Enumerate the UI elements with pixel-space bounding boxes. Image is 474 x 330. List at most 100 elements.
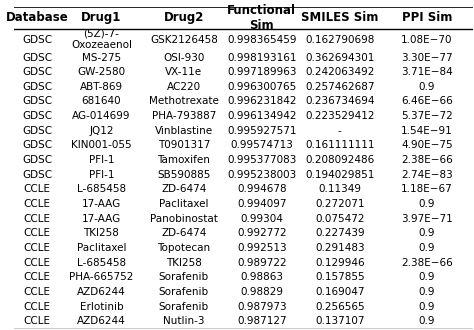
Text: 0.998365459: 0.998365459 bbox=[227, 35, 297, 45]
Text: 17-AAG: 17-AAG bbox=[82, 199, 121, 209]
Text: 0.223529412: 0.223529412 bbox=[305, 111, 374, 121]
Text: 0.996231842: 0.996231842 bbox=[227, 96, 297, 107]
Text: AG-014699: AG-014699 bbox=[72, 111, 131, 121]
Text: 0.9: 0.9 bbox=[419, 316, 435, 326]
Text: 0.9: 0.9 bbox=[419, 199, 435, 209]
Text: CCLE: CCLE bbox=[24, 302, 51, 312]
Text: (5Z)-7-
Oxozeaenol: (5Z)-7- Oxozeaenol bbox=[71, 29, 132, 50]
Text: JQ12: JQ12 bbox=[89, 126, 114, 136]
Text: 5.37E−72: 5.37E−72 bbox=[401, 111, 453, 121]
Text: 0.362694301: 0.362694301 bbox=[305, 52, 374, 62]
Text: CCLE: CCLE bbox=[24, 287, 51, 297]
Text: MS-275: MS-275 bbox=[82, 52, 121, 62]
Text: OSI-930: OSI-930 bbox=[163, 52, 205, 62]
Text: SB590885: SB590885 bbox=[157, 170, 210, 180]
Text: 0.169047: 0.169047 bbox=[315, 287, 365, 297]
Text: 0.11349: 0.11349 bbox=[318, 184, 361, 194]
Text: 0.137107: 0.137107 bbox=[315, 316, 365, 326]
Text: 0.9: 0.9 bbox=[419, 243, 435, 253]
Text: 0.291483: 0.291483 bbox=[315, 243, 365, 253]
Text: Nutlin-3: Nutlin-3 bbox=[163, 316, 205, 326]
Text: ZD-6474: ZD-6474 bbox=[161, 184, 207, 194]
Text: CCLE: CCLE bbox=[24, 184, 51, 194]
Text: 0.992772: 0.992772 bbox=[237, 228, 287, 238]
Text: GDSC: GDSC bbox=[22, 52, 52, 62]
Text: 0.98863: 0.98863 bbox=[240, 272, 283, 282]
Text: SMILES Sim: SMILES Sim bbox=[301, 11, 378, 24]
Text: 0.256565: 0.256565 bbox=[315, 302, 365, 312]
Text: 0.989722: 0.989722 bbox=[237, 258, 287, 268]
Text: GDSC: GDSC bbox=[22, 141, 52, 150]
Text: CCLE: CCLE bbox=[24, 272, 51, 282]
Text: Sorafenib: Sorafenib bbox=[159, 302, 209, 312]
Text: 0.995377083: 0.995377083 bbox=[227, 155, 297, 165]
Text: PFI-1: PFI-1 bbox=[89, 170, 114, 180]
Text: KIN001-055: KIN001-055 bbox=[71, 141, 132, 150]
Text: GDSC: GDSC bbox=[22, 155, 52, 165]
Text: GDSC: GDSC bbox=[22, 96, 52, 107]
Text: Functional
Sim: Functional Sim bbox=[228, 4, 296, 32]
Text: 3.71E−84: 3.71E−84 bbox=[401, 67, 453, 77]
Text: GDSC: GDSC bbox=[22, 126, 52, 136]
Text: Panobinostat: Panobinostat bbox=[150, 214, 218, 224]
Text: Erlotinib: Erlotinib bbox=[80, 302, 123, 312]
Text: ZD-6474: ZD-6474 bbox=[161, 228, 207, 238]
Text: GDSC: GDSC bbox=[22, 82, 52, 92]
Text: L-685458: L-685458 bbox=[77, 258, 126, 268]
Text: 0.242063492: 0.242063492 bbox=[305, 67, 374, 77]
Text: Sorafenib: Sorafenib bbox=[159, 272, 209, 282]
Text: 2.38E−66: 2.38E−66 bbox=[401, 258, 453, 268]
Text: 0.995927571: 0.995927571 bbox=[227, 126, 297, 136]
Text: 3.97E−71: 3.97E−71 bbox=[401, 214, 453, 224]
Text: 0.997189963: 0.997189963 bbox=[227, 67, 297, 77]
Text: 0.99304: 0.99304 bbox=[240, 214, 283, 224]
Text: T0901317: T0901317 bbox=[158, 141, 210, 150]
Text: 0.9: 0.9 bbox=[419, 82, 435, 92]
Text: AZD6244: AZD6244 bbox=[77, 287, 126, 297]
Text: 0.996300765: 0.996300765 bbox=[227, 82, 296, 92]
Text: 681640: 681640 bbox=[82, 96, 121, 107]
Text: CCLE: CCLE bbox=[24, 199, 51, 209]
Text: CCLE: CCLE bbox=[24, 316, 51, 326]
Text: 0.272071: 0.272071 bbox=[315, 199, 365, 209]
Text: L-685458: L-685458 bbox=[77, 184, 126, 194]
Text: GDSC: GDSC bbox=[22, 170, 52, 180]
Text: 0.987973: 0.987973 bbox=[237, 302, 287, 312]
Text: PFI-1: PFI-1 bbox=[89, 155, 114, 165]
Text: 0.129946: 0.129946 bbox=[315, 258, 365, 268]
Text: 0.257462687: 0.257462687 bbox=[305, 82, 374, 92]
Text: 2.74E−83: 2.74E−83 bbox=[401, 170, 453, 180]
Text: 2.38E−66: 2.38E−66 bbox=[401, 155, 453, 165]
Text: CCLE: CCLE bbox=[24, 214, 51, 224]
Text: 0.236734694: 0.236734694 bbox=[305, 96, 374, 107]
Text: CCLE: CCLE bbox=[24, 228, 51, 238]
Text: 1.18E−67: 1.18E−67 bbox=[401, 184, 453, 194]
Text: Vinblastine: Vinblastine bbox=[155, 126, 213, 136]
Text: 0.995238003: 0.995238003 bbox=[227, 170, 296, 180]
Text: 0.994678: 0.994678 bbox=[237, 184, 287, 194]
Text: 0.9: 0.9 bbox=[419, 302, 435, 312]
Text: 0.208092486: 0.208092486 bbox=[305, 155, 374, 165]
Text: GDSC: GDSC bbox=[22, 111, 52, 121]
Text: 0.157855: 0.157855 bbox=[315, 272, 365, 282]
Text: CCLE: CCLE bbox=[24, 243, 51, 253]
Text: 0.161111111: 0.161111111 bbox=[305, 141, 374, 150]
Text: 1.54E−91: 1.54E−91 bbox=[401, 126, 453, 136]
Text: 0.998193161: 0.998193161 bbox=[227, 52, 297, 62]
Text: Topotecan: Topotecan bbox=[157, 243, 210, 253]
Text: AZD6244: AZD6244 bbox=[77, 316, 126, 326]
Text: PHA-665752: PHA-665752 bbox=[69, 272, 134, 282]
Text: TKI258: TKI258 bbox=[166, 258, 202, 268]
Text: 0.99574713: 0.99574713 bbox=[230, 141, 293, 150]
Text: 0.987127: 0.987127 bbox=[237, 316, 287, 326]
Text: Drug2: Drug2 bbox=[164, 11, 204, 24]
Text: ABT-869: ABT-869 bbox=[80, 82, 123, 92]
Text: Drug1: Drug1 bbox=[81, 11, 122, 24]
Text: GSK2126458: GSK2126458 bbox=[150, 35, 218, 45]
Text: CCLE: CCLE bbox=[24, 258, 51, 268]
Text: Paclitaxel: Paclitaxel bbox=[159, 199, 209, 209]
Text: PPI Sim: PPI Sim bbox=[401, 11, 452, 24]
Text: 0.992513: 0.992513 bbox=[237, 243, 287, 253]
Text: 1.08E−70: 1.08E−70 bbox=[401, 35, 453, 45]
Text: 0.162790698: 0.162790698 bbox=[305, 35, 374, 45]
